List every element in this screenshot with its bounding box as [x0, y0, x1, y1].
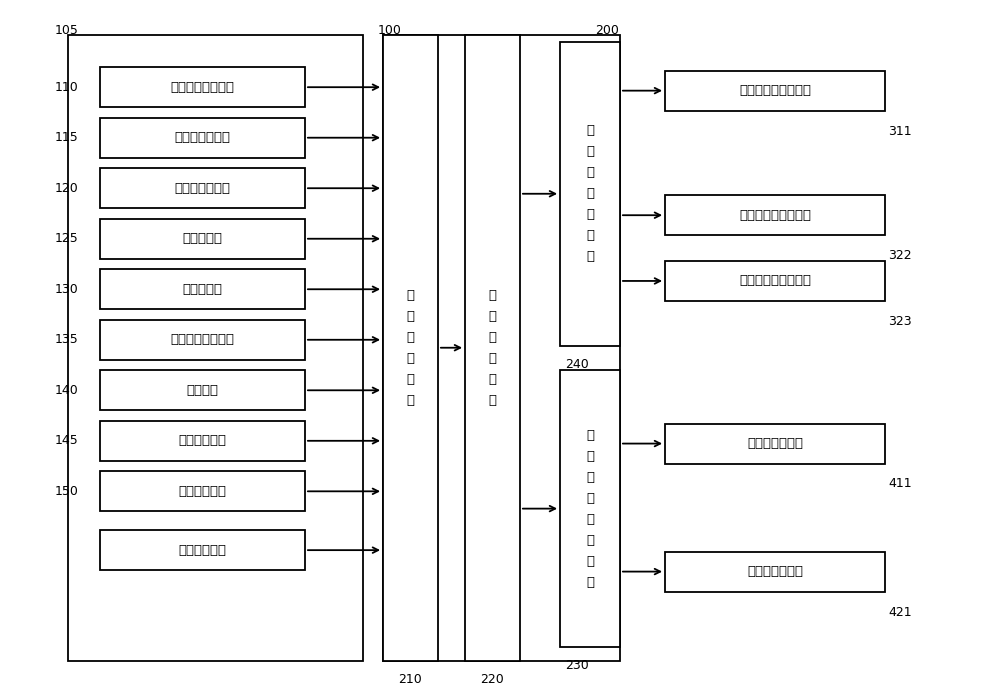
Bar [383, 35, 438, 661]
Text: 100: 100 [378, 24, 402, 37]
Text: 230: 230 [565, 659, 589, 672]
Text: 322: 322 [888, 249, 912, 262]
Text: 210: 210 [398, 673, 422, 686]
Text: 一档位置开关: 一档位置开关 [178, 435, 226, 447]
Text: 220: 220 [480, 673, 504, 686]
Text: 直
流
电
机
驱
动
模
块: 直 流 电 机 驱 动 模 块 [586, 428, 594, 589]
Bar [100, 471, 305, 511]
Text: 200: 200 [595, 24, 619, 37]
Text: 两位两通常开电磁阀: 两位两通常开电磁阀 [739, 84, 811, 97]
Text: 离合器位置传感器: 离合器位置传感器 [170, 81, 234, 93]
Bar [100, 168, 305, 208]
Text: 411: 411 [888, 477, 912, 491]
Bar [100, 320, 305, 360]
Text: 323: 323 [888, 315, 912, 328]
Text: 左后轮直流电机: 左后轮直流电机 [747, 437, 803, 450]
Bar [100, 219, 305, 259]
Bar [100, 370, 305, 410]
Text: 油门位置传感器: 油门位置传感器 [175, 182, 230, 194]
Text: 145: 145 [55, 435, 79, 447]
Text: 120: 120 [55, 182, 79, 194]
Text: 140: 140 [55, 384, 79, 397]
Text: 105: 105 [55, 24, 79, 37]
Bar [100, 421, 305, 461]
Text: 421: 421 [888, 606, 912, 619]
Text: 130: 130 [55, 283, 79, 295]
Text: 坡度传感器: 坡度传感器 [182, 233, 222, 245]
Bar [665, 71, 885, 111]
Bar [665, 195, 885, 235]
Text: 制动压力传感器: 制动压力传感器 [175, 131, 230, 144]
Text: 135: 135 [55, 334, 79, 346]
Text: 数
据
处
理
模
块: 数 据 处 理 模 块 [489, 289, 497, 407]
Text: 125: 125 [55, 233, 79, 245]
Text: 右后轮直流电机: 右后轮直流电机 [747, 565, 803, 578]
Bar [560, 42, 620, 346]
Bar [465, 35, 520, 661]
Bar [68, 35, 363, 661]
Text: 110: 110 [55, 81, 79, 93]
Bar [383, 35, 620, 661]
Text: 240: 240 [565, 358, 589, 372]
Bar [100, 269, 305, 309]
Text: 点火开关: 点火开关 [186, 384, 218, 397]
Text: 电
磁
阀
驱
动
模
块: 电 磁 阀 驱 动 模 块 [586, 125, 594, 263]
Bar [665, 552, 885, 592]
Text: 发动机转速传感器: 发动机转速传感器 [170, 334, 234, 346]
Text: 两位两通常开电磁阀: 两位两通常开电磁阀 [739, 275, 811, 287]
Text: 150: 150 [55, 485, 79, 498]
Bar [665, 424, 885, 464]
Text: 数
据
接
收
模
块: 数 据 接 收 模 块 [407, 289, 415, 407]
Bar [100, 67, 305, 107]
Text: 311: 311 [888, 125, 912, 138]
Text: 车速传感器: 车速传感器 [182, 283, 222, 295]
Bar [665, 261, 885, 301]
Text: 辅助起步开关: 辅助起步开关 [178, 485, 226, 498]
Text: 两位两通常开电磁阀: 两位两通常开电磁阀 [739, 209, 811, 221]
Bar [100, 530, 305, 570]
Text: 驻车制动开关: 驻车制动开关 [178, 544, 226, 556]
Text: 115: 115 [55, 131, 79, 144]
Bar [560, 370, 620, 647]
Bar [100, 118, 305, 158]
